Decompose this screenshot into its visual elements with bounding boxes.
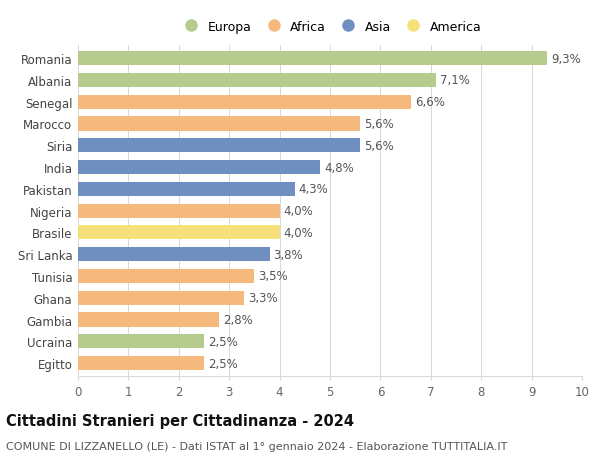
Bar xyxy=(78,52,547,66)
Bar xyxy=(78,161,320,175)
Text: 3,8%: 3,8% xyxy=(274,248,303,261)
Text: 2,5%: 2,5% xyxy=(208,357,238,370)
Text: 4,0%: 4,0% xyxy=(284,205,313,218)
Text: 2,5%: 2,5% xyxy=(208,335,238,348)
Bar xyxy=(78,204,280,218)
Bar xyxy=(78,247,269,262)
Text: 9,3%: 9,3% xyxy=(551,52,581,66)
Bar xyxy=(78,335,204,349)
Bar xyxy=(78,291,244,305)
Bar xyxy=(78,356,204,370)
Text: 3,3%: 3,3% xyxy=(248,291,278,305)
Bar xyxy=(78,313,219,327)
Text: 4,0%: 4,0% xyxy=(284,226,313,239)
Text: 2,8%: 2,8% xyxy=(223,313,253,326)
Text: 6,6%: 6,6% xyxy=(415,96,445,109)
Bar xyxy=(78,73,436,88)
Legend: Europa, Africa, Asia, America: Europa, Africa, Asia, America xyxy=(173,16,487,39)
Text: 7,1%: 7,1% xyxy=(440,74,470,87)
Text: 4,3%: 4,3% xyxy=(299,183,329,196)
Text: Cittadini Stranieri per Cittadinanza - 2024: Cittadini Stranieri per Cittadinanza - 2… xyxy=(6,413,354,428)
Bar xyxy=(78,139,360,153)
Text: 5,6%: 5,6% xyxy=(364,140,394,152)
Bar xyxy=(78,226,280,240)
Bar xyxy=(78,95,410,110)
Bar xyxy=(78,269,254,283)
Bar xyxy=(78,182,295,196)
Bar xyxy=(78,117,360,131)
Text: 5,6%: 5,6% xyxy=(364,118,394,131)
Text: 3,5%: 3,5% xyxy=(259,270,288,283)
Text: 4,8%: 4,8% xyxy=(324,161,354,174)
Text: COMUNE DI LIZZANELLO (LE) - Dati ISTAT al 1° gennaio 2024 - Elaborazione TUTTITA: COMUNE DI LIZZANELLO (LE) - Dati ISTAT a… xyxy=(6,441,508,451)
